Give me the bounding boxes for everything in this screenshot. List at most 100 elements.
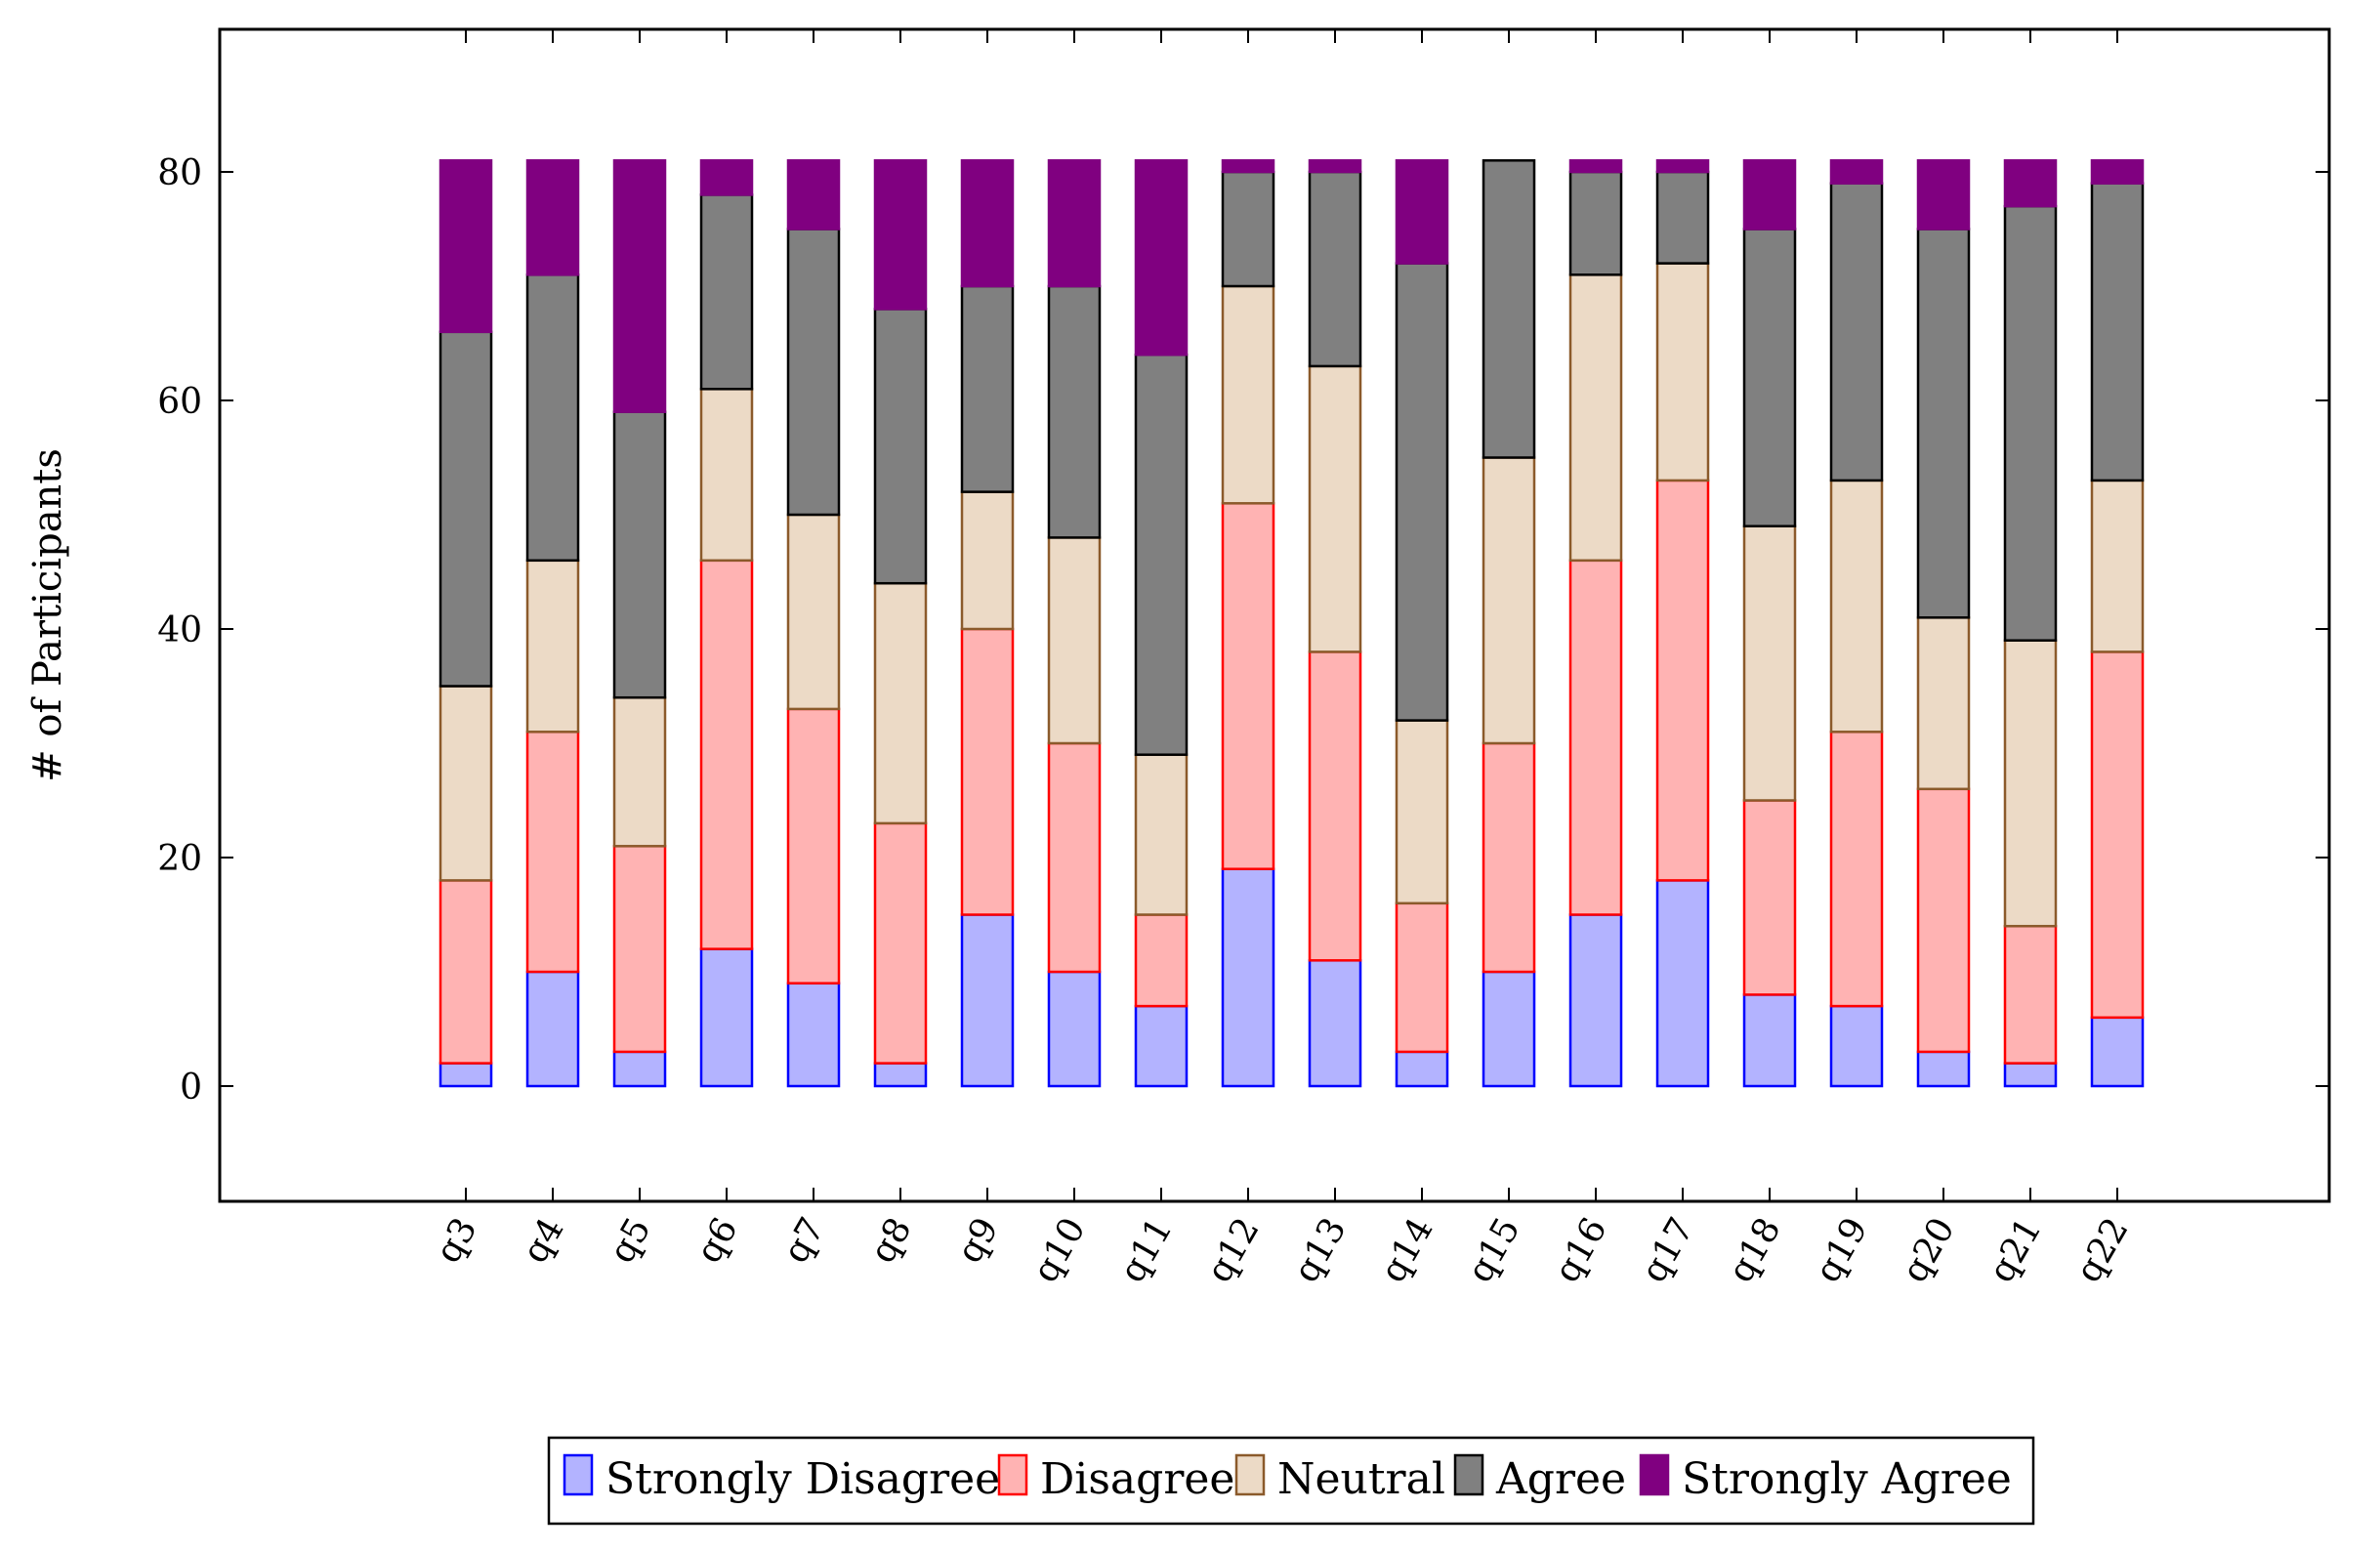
bar-segment xyxy=(2090,182,2145,482)
bar-segment xyxy=(1482,970,1536,1088)
bar-segment xyxy=(1568,913,1623,1088)
bar-segment xyxy=(1047,970,1102,1088)
bar-segment xyxy=(612,695,667,848)
bar-segment xyxy=(438,330,493,688)
bar-segment xyxy=(1829,182,1884,482)
bar-segment xyxy=(1221,159,1275,174)
bar-segment xyxy=(1308,650,1362,962)
bar-segment xyxy=(1916,787,1971,1054)
legend-label: Neutral xyxy=(1277,1454,1445,1504)
bar-segment xyxy=(873,159,928,311)
legend-swatch xyxy=(1639,1453,1670,1496)
bar-segment xyxy=(1742,159,1797,231)
bar-segment xyxy=(1742,228,1797,527)
bar-segment xyxy=(1047,159,1102,288)
bar-segment xyxy=(873,1062,928,1088)
bar-segment xyxy=(2090,479,2145,653)
x-tick-label: q10 xyxy=(1025,1211,1094,1289)
bar-segment xyxy=(1742,799,1797,996)
bar-segment xyxy=(699,193,754,391)
legend-label: Strongly Agree xyxy=(1682,1454,2012,1504)
bars xyxy=(438,159,2145,1088)
bar-segment xyxy=(1742,993,1797,1088)
bar-segment xyxy=(438,879,493,1065)
bar-segment xyxy=(1655,262,1710,482)
bar-segment xyxy=(612,410,667,699)
bar-segment xyxy=(2003,159,2058,208)
bar-segment xyxy=(960,627,1015,916)
bar-segment xyxy=(438,1062,493,1088)
bar-segment xyxy=(699,947,754,1088)
y-tick-label: 20 xyxy=(157,839,202,879)
x-tick-label: q4 xyxy=(515,1211,571,1270)
bar-segment xyxy=(1482,456,1536,745)
legend-label: Disagree xyxy=(1040,1454,1234,1504)
x-tick-label: q20 xyxy=(1895,1211,1963,1289)
legend-label: Agree xyxy=(1495,1454,1626,1504)
plot-frame xyxy=(218,27,2331,1203)
x-tick-label: q8 xyxy=(862,1211,919,1270)
bar-segment xyxy=(1568,559,1623,916)
bar-segment xyxy=(1395,262,1449,722)
bar-segment xyxy=(1829,159,1884,185)
legend-label: Strongly Disagree xyxy=(605,1454,1000,1504)
x-tick-label: q13 xyxy=(1286,1211,1355,1289)
bar-segment xyxy=(1916,228,1971,619)
bar-segment xyxy=(1221,867,1275,1088)
y-tick-label: 80 xyxy=(157,153,202,193)
bar-segment xyxy=(699,388,754,563)
bar-segment xyxy=(1047,284,1102,539)
y-tick-label: 40 xyxy=(157,610,202,650)
bar-segment xyxy=(1308,959,1362,1088)
legend-box xyxy=(547,1436,2035,1526)
bar-segment xyxy=(1047,536,1102,745)
y-tick-label: 60 xyxy=(157,382,202,422)
bar-segment xyxy=(1308,159,1362,174)
bar-segment xyxy=(1395,719,1449,905)
bar-segment xyxy=(525,159,580,276)
bar-segment xyxy=(1655,479,1710,882)
bar-segment xyxy=(786,513,841,711)
bar-segment xyxy=(873,581,928,825)
legend-swatch xyxy=(1453,1453,1484,1496)
bar-segment xyxy=(1134,1004,1189,1088)
bar-segment xyxy=(1916,1050,1971,1088)
bar-segment xyxy=(1134,159,1189,356)
bar-segment xyxy=(1829,479,1884,734)
bar-segment xyxy=(1829,1004,1884,1088)
bar-segment xyxy=(786,228,841,517)
legend-swatch xyxy=(563,1453,594,1496)
bar-segment xyxy=(1221,502,1275,870)
bar-segment xyxy=(2003,639,2058,928)
bar-segment xyxy=(2090,1016,2145,1088)
legend-swatch xyxy=(997,1453,1028,1496)
bar-segment xyxy=(525,970,580,1088)
bar-segment xyxy=(1395,159,1449,265)
bar-segment xyxy=(1047,741,1102,974)
legend-swatch xyxy=(1234,1453,1266,1496)
bar-segment xyxy=(1134,753,1189,916)
axis-ticks xyxy=(220,29,2329,1201)
bar-segment xyxy=(1742,524,1797,802)
bar-segment xyxy=(1221,284,1275,505)
bar-segment xyxy=(960,913,1015,1088)
bar-segment xyxy=(873,821,928,1065)
y-tick-label: 0 xyxy=(180,1068,202,1108)
legend: Strongly Disagree Disagree Neutral Agree Str… xyxy=(547,1436,2035,1526)
bar-segment xyxy=(612,845,667,1054)
bar-segment xyxy=(960,490,1015,631)
x-tick-label: q5 xyxy=(602,1211,658,1270)
x-tick-label: q19 xyxy=(1808,1211,1876,1289)
bar-segment xyxy=(1221,170,1275,288)
bar-segment xyxy=(2003,924,2058,1065)
x-tick-label: q7 xyxy=(775,1211,832,1270)
bar-segment xyxy=(1134,913,1189,1008)
x-tick-label: q21 xyxy=(1982,1211,2050,1289)
bar-segment xyxy=(2003,204,2058,642)
x-tick-label: q11 xyxy=(1112,1211,1181,1289)
bar-segment xyxy=(1829,731,1884,1008)
x-tick-label: q3 xyxy=(428,1211,484,1270)
bar-segment xyxy=(1916,616,1971,791)
bar-segment xyxy=(1655,170,1710,265)
x-tick-label: q16 xyxy=(1547,1211,1615,1289)
